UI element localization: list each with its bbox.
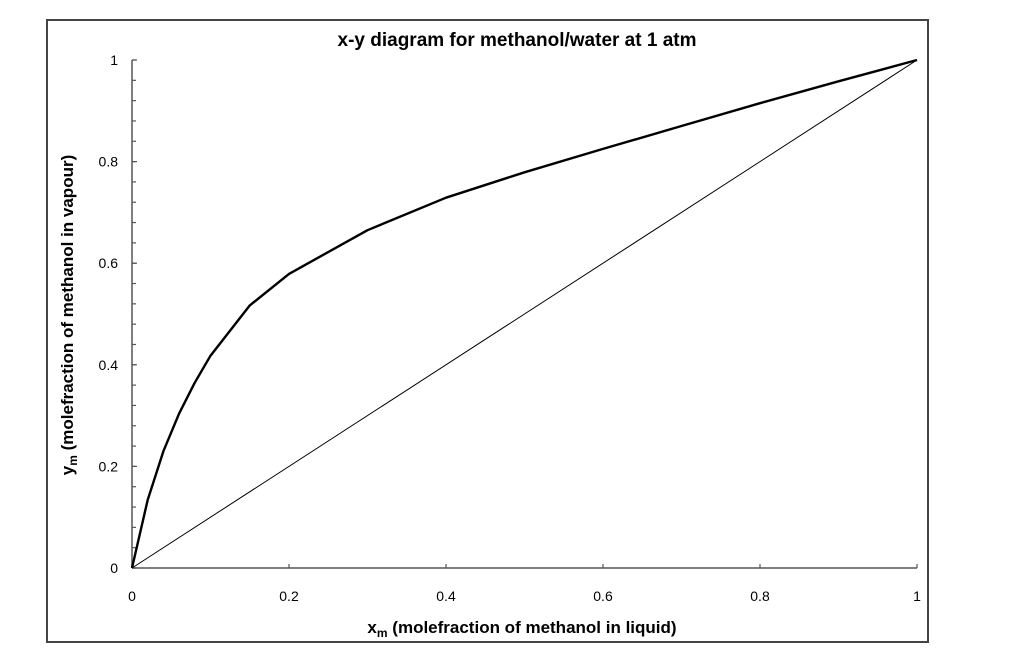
- x-ticks: 0 0.2 0.4 0.6 0.8 1: [128, 564, 921, 604]
- x-tick-label: 0.4: [436, 588, 456, 604]
- x-tick-label: 0.2: [279, 588, 299, 604]
- y-tick-label: 0.8: [99, 154, 119, 170]
- equilibrium-curve: [130, 58, 918, 569]
- x-tick-label: 0.6: [593, 588, 613, 604]
- x-tick-label: 0: [128, 588, 136, 604]
- y-tick-label: 0.2: [99, 458, 119, 474]
- x-axis-label: xm (molefraction of methanol in liquid): [367, 618, 676, 640]
- y-tick-label: 1: [110, 52, 118, 68]
- diagonal-line: [131, 59, 918, 569]
- y-tick-label: 0: [110, 560, 118, 576]
- y-tick-label: 0.4: [99, 357, 119, 373]
- chart-title: x-y diagram for methanol/water at 1 atm: [338, 30, 697, 51]
- axes: [131, 60, 917, 569]
- x-tick-label: 0.8: [750, 588, 770, 604]
- y-axis-label: ym (molefraction of methanol in vapour): [58, 155, 80, 476]
- x-tick-label: 1: [913, 588, 921, 604]
- chart-frame: [46, 19, 929, 643]
- y-ticks: 0 0.2 0.4 0.6 0.8 1: [99, 52, 137, 576]
- y-tick-label: 0.6: [99, 255, 119, 271]
